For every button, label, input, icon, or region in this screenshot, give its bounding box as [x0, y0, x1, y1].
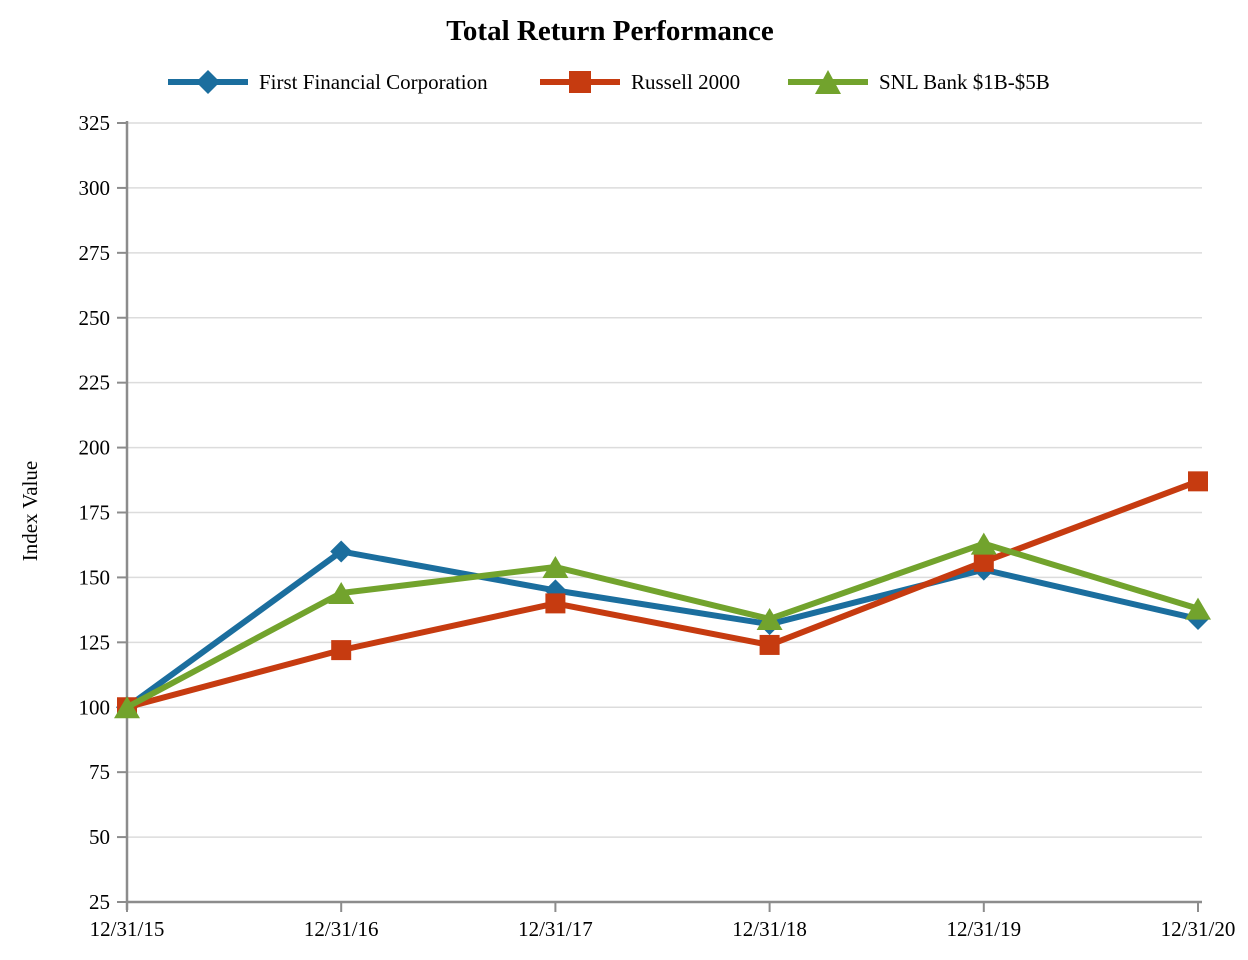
x-tick-label: 12/31/20	[1161, 917, 1236, 941]
y-axis-title: Index Value	[18, 461, 42, 562]
square-legend-marker-icon	[540, 71, 620, 93]
series-marker-2	[114, 696, 140, 719]
series-marker-2	[970, 532, 997, 555]
y-tick-label: 250	[79, 306, 111, 330]
diamond-legend-marker-icon	[168, 70, 248, 94]
y-tick-label: 300	[79, 176, 111, 200]
y-tick-label: 175	[79, 501, 111, 525]
y-tick-label: 50	[89, 825, 110, 849]
y-tick-label: 225	[79, 371, 111, 395]
y-tick-label: 200	[79, 436, 111, 460]
y-tick-label: 75	[89, 760, 110, 784]
chart-title: Total Return Performance	[446, 15, 774, 47]
y-tick-label: 150	[79, 565, 111, 589]
series-marker-0	[330, 540, 353, 563]
series-marker-1	[1188, 471, 1208, 492]
series-line-1	[126, 478, 1200, 711]
x-tick-label: 12/31/17	[518, 917, 593, 941]
series-marker-2	[756, 607, 783, 630]
legend-item-0: First Financial Corporation	[168, 60, 488, 104]
y-tick-label: 25	[89, 890, 110, 914]
series-line-0	[125, 548, 1199, 710]
triangle-legend-marker-icon	[788, 70, 868, 94]
y-tick-label: 325	[79, 111, 111, 135]
series-line-2	[125, 540, 1199, 710]
x-tick-label: 12/31/18	[732, 917, 807, 941]
series-marker-1	[973, 551, 994, 572]
legend-item-1: Russell 2000	[540, 60, 740, 104]
x-tick-label: 12/31/19	[946, 917, 1021, 941]
y-tick-label: 125	[79, 630, 111, 654]
y-tick-label: 275	[79, 241, 111, 265]
legend-label-0: First Financial Corporation	[259, 69, 488, 94]
series-marker-2	[328, 581, 355, 604]
x-tick-label: 12/31/16	[304, 917, 379, 941]
series-marker-2	[1185, 597, 1211, 620]
series-marker-2	[542, 556, 569, 579]
series-marker-1	[759, 634, 780, 655]
series-marker-1	[331, 640, 352, 661]
legend-label-2: SNL Bank $1B-$5B	[879, 69, 1050, 94]
series-marker-1	[545, 593, 566, 614]
legend-item-2: SNL Bank $1B-$5B	[788, 60, 1050, 104]
legend-label-1: Russell 2000	[631, 69, 741, 94]
x-tick-label: 12/31/15	[90, 917, 165, 941]
y-tick-label: 100	[79, 695, 111, 719]
